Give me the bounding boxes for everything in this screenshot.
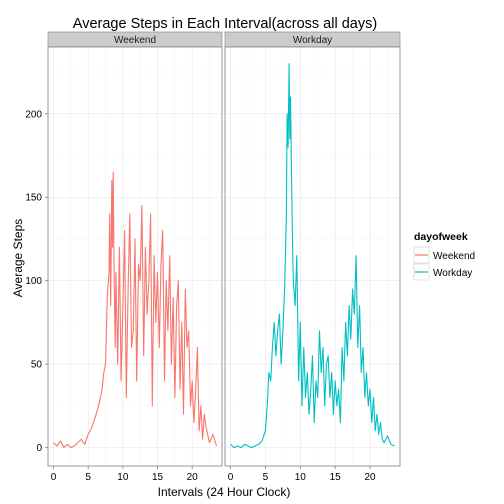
x-tick-label: 15 — [330, 472, 342, 483]
legend-label-weekend: Weekend — [433, 251, 475, 262]
x-tick-label: 0 — [228, 472, 234, 483]
y-axis-title: Average Steps — [11, 219, 25, 298]
y-tick-label: 50 — [31, 360, 43, 371]
x-tick-label: 15 — [152, 472, 164, 483]
x-tick-label: 0 — [51, 472, 57, 483]
facet-panel-workday: Workday 0 5 10 15 20 — [224, 31, 401, 483]
y-tick-label: 0 — [36, 443, 42, 454]
y-tick-label: 200 — [25, 109, 42, 120]
x-tick-label: 20 — [187, 472, 199, 483]
series-line-workday — [230, 63, 395, 449]
y-tick-label: 150 — [25, 193, 42, 204]
facet-strip-label: Workday — [293, 35, 332, 46]
x-tick-label: 10 — [117, 472, 129, 483]
legend-title: dayofweek — [414, 231, 468, 243]
y-tick-label: 100 — [25, 276, 42, 287]
series-line-weekend — [53, 171, 218, 449]
chart-title: Average Steps in Each Interval(across al… — [73, 16, 377, 32]
facet-strip-label: Weekend — [114, 35, 156, 46]
panel-border — [47, 46, 223, 467]
x-tick-label: 20 — [364, 472, 376, 483]
x-tick-label: 5 — [263, 472, 269, 483]
panel-border — [224, 46, 401, 467]
x-tick-label: 5 — [85, 472, 91, 483]
x-axis-title: Intervals (24 Hour Clock) — [158, 485, 291, 499]
legend: dayofweek Weekend Workday — [413, 231, 475, 281]
x-tick-label: 10 — [295, 472, 307, 483]
legend-label-workday: Workday — [433, 268, 472, 279]
